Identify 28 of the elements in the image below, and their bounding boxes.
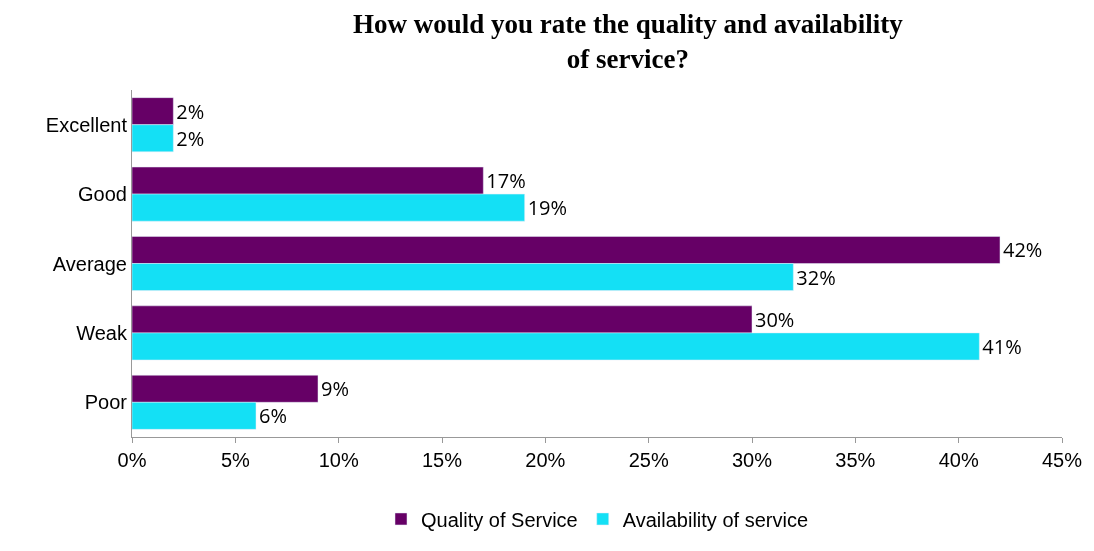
x-tick-label: 5% [220, 449, 250, 471]
y-tick-label: Weak [76, 321, 128, 344]
data-label: 2% [176, 97, 205, 125]
x-tick-label: 30% [731, 449, 773, 471]
x-tick-label: 40% [938, 449, 979, 471]
data-label: 30% [755, 305, 795, 333]
data-label: 41% [982, 332, 1022, 360]
y-tick-label: Excellent [45, 113, 128, 136]
x-tick-label: 20% [525, 449, 566, 471]
data-label: 42% [1003, 236, 1043, 264]
x-tick-label: 25% [628, 449, 669, 471]
legend-label: Availability of service [622, 508, 808, 531]
data-label: 9% [321, 375, 349, 403]
data-label: 6% [259, 402, 287, 430]
x-tick-label: 10% [318, 449, 359, 471]
x-tick-label: 35% [835, 449, 876, 471]
x-tick-label: 45% [1041, 449, 1083, 471]
y-tick-label: Poor [84, 391, 128, 414]
data-label: 32% [796, 263, 836, 291]
legend-label: Quality of Service [421, 508, 578, 531]
data-label: 2% [176, 124, 205, 152]
y-tick-label: Good [78, 183, 127, 206]
x-tick-label: 15% [421, 449, 463, 471]
y-tick-label: Average [52, 252, 127, 275]
x-tick-label: 0% [117, 449, 147, 471]
data-label: 17% [486, 167, 526, 195]
chart-title: How would you rate the quality and availability of service? [353, 9, 904, 75]
data-label: 19% [527, 194, 568, 222]
